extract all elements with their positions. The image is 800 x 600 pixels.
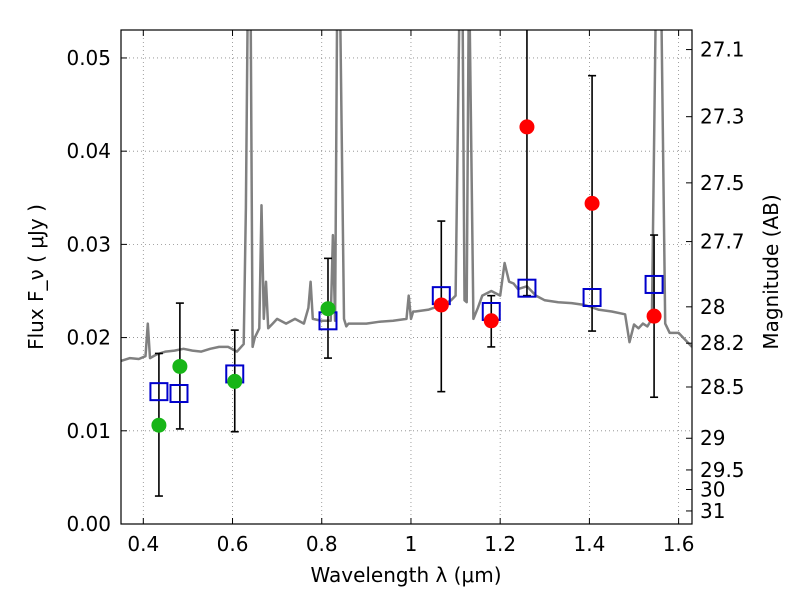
x-tick-label: 1.6 — [663, 532, 695, 556]
optical-point — [172, 358, 188, 374]
right-tick-label: 27.7 — [700, 230, 745, 254]
nir-point — [483, 313, 499, 329]
x-tick-label: 0.4 — [127, 532, 159, 556]
x-tick-label: 1.2 — [484, 532, 516, 556]
x-tick-label: 0.6 — [217, 532, 249, 556]
optical-point — [151, 417, 167, 433]
nir-point — [519, 119, 535, 135]
nir-point — [584, 195, 600, 211]
right-tick-label: 28.2 — [700, 331, 745, 355]
optical-point — [227, 373, 243, 389]
right-tick-label: 30 — [700, 478, 725, 502]
nir-point — [433, 297, 449, 313]
x-tick-label: 1.4 — [573, 532, 605, 556]
right-tick-label: 31 — [700, 499, 725, 523]
ticks-layer: 0.4 0.6 0.8 1 1.2 1.4 1.6 0.00 0.01 0.02 0.03 0.04 0… — [66, 30, 745, 556]
right-tick-label: 27.5 — [700, 171, 745, 195]
model-square — [169, 384, 189, 404]
x-tick-label: 0.8 — [306, 532, 338, 556]
model-square — [517, 278, 537, 298]
optical-point — [320, 301, 336, 317]
photometry-point-layer — [151, 119, 662, 433]
y-axis-right-label: Magnitude (AB) — [759, 194, 783, 349]
spectrum-layer — [121, 30, 692, 363]
nir-point — [646, 308, 662, 324]
y-tick-label: 0.02 — [66, 326, 111, 350]
plot-background — [121, 30, 692, 524]
x-tick-label: 1 — [405, 532, 418, 556]
y-tick-label: 0.05 — [66, 46, 111, 70]
right-tick-label: 29 — [700, 426, 725, 450]
model-square — [582, 288, 602, 308]
plot-frame — [120, 29, 693, 525]
y-axis-label: Flux F_ν ( μJy ) — [24, 204, 48, 350]
right-tick-label: 28 — [700, 295, 725, 319]
right-tick-label: 27.1 — [700, 38, 745, 62]
spectrum-line — [121, 30, 692, 363]
y-tick-label: 0.04 — [66, 139, 111, 163]
right-tick-label: 29.5 — [700, 458, 745, 482]
x-axis-label: Wavelength λ (μm) — [310, 563, 501, 587]
y-tick-label: 0.00 — [66, 512, 111, 536]
right-tick-label: 27.3 — [700, 105, 745, 129]
y-tick-label: 0.03 — [66, 232, 111, 256]
model-square — [644, 274, 664, 294]
y-tick-label: 0.01 — [66, 419, 111, 443]
right-tick-label: 28.5 — [700, 375, 745, 399]
model-square — [149, 382, 169, 402]
